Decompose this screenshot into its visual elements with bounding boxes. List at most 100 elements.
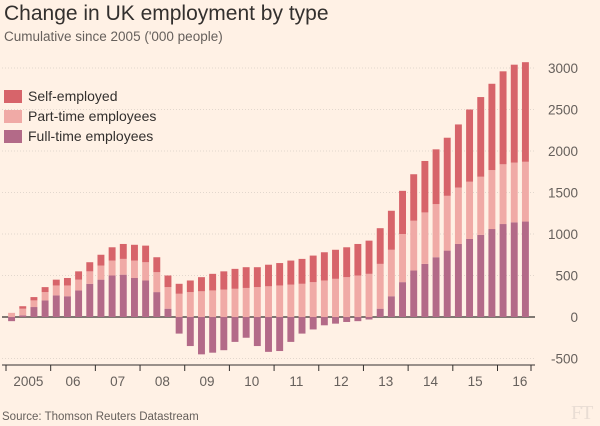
bar-part-time-employees-2006-q4 (86, 271, 94, 284)
bar-self-employed-2016-q2 (510, 64, 518, 163)
bar-full-time-employees-2006-q2 (63, 296, 71, 317)
bar-full-time-employees-2009-q2 (198, 317, 205, 355)
bar-full-time-employees-2008-q3 (164, 308, 172, 317)
bar-part-time-employees-2016-q2 (510, 162, 518, 223)
bar-part-time-employees-2015-q3 (477, 176, 485, 235)
bar-part-time-employees-2016-q1 (499, 164, 507, 225)
bar-part-time-employees-2006-q2 (63, 285, 71, 297)
bar-part-time-employees-2008-q4 (175, 293, 183, 317)
bar-full-time-employees-2009-q1 (186, 317, 194, 347)
bar-self-employed-2005-q4 (41, 287, 49, 293)
bar-part-time-employees-2010-q3 (253, 287, 261, 317)
bar-full-time-employees-2005-q2 (19, 315, 27, 317)
chart-title: Change in UK employment by type (4, 2, 329, 25)
y-tick-label: 2500 (548, 103, 578, 118)
bar-self-employed-2005-q3 (30, 297, 38, 301)
bar-part-time-employees-2009-q4 (220, 289, 228, 317)
bar-part-time-employees-2011-q4 (309, 282, 317, 317)
x-tick-label: 09 (200, 374, 215, 389)
bar-self-employed-2006-q3 (75, 271, 83, 280)
bar-part-time-employees-2010-q2 (242, 287, 250, 317)
bar-full-time-employees-2014-q1 (410, 270, 418, 317)
bar-part-time-employees-2013-q2 (376, 263, 384, 309)
bar-self-employed-2013-q4 (399, 190, 407, 234)
bar-self-employed-2008-q2 (153, 257, 161, 273)
y-tick-label: 500 (555, 269, 578, 284)
bar-part-time-employees-2016-q3 (521, 161, 529, 222)
bar-self-employed-2010-q1 (231, 268, 239, 289)
bar-part-time-employees-2015-q1 (454, 187, 462, 244)
bar-full-time-employees-2011-q1 (276, 317, 284, 352)
legend: Self-employed Part-time employees Full-tim… (4, 88, 156, 144)
bar-self-employed-2011-q2 (287, 260, 295, 285)
bar-self-employed-2008-q1 (142, 245, 150, 263)
bar-self-employed-2011-q3 (298, 258, 306, 284)
bar-self-employed-2006-q4 (86, 262, 94, 272)
chart-subtitle: Cumulative since 2005 ('000 people) (4, 29, 223, 44)
bar-self-employed-2015-q4 (488, 83, 496, 171)
bar-part-time-employees-2014-q3 (432, 204, 440, 258)
bar-self-employed-2007-q1 (97, 254, 105, 266)
bar-full-time-employees-2013-q3 (387, 296, 395, 317)
bar-full-time-employees-2013-q2 (376, 308, 384, 317)
bar-self-employed-2015-q1 (454, 124, 462, 188)
bar-full-time-employees-2007-q4 (130, 277, 138, 317)
bar-full-time-employees-2005-q1 (8, 317, 16, 322)
bar-part-time-employees-2010-q4 (265, 286, 272, 317)
bars-group (8, 62, 529, 355)
bar-part-time-employees-2008-q3 (164, 287, 172, 309)
bar-part-time-employees-2012-q2 (332, 278, 339, 317)
legend-swatch (4, 110, 22, 123)
bar-part-time-employees-2005-q1 (8, 312, 16, 317)
bar-self-employed-2015-q3 (477, 97, 485, 177)
bar-self-employed-2006-q1 (52, 279, 60, 286)
axes: -500 0 500 1000 1500 2000 2500 3000 2005 06 07 08 09… (2, 61, 578, 389)
bar-self-employed-2013-q2 (376, 228, 384, 264)
bar-part-time-employees-2005-q4 (41, 292, 49, 301)
y-tick-label: 1500 (548, 186, 578, 201)
bar-full-time-employees-2012-q2 (332, 317, 339, 324)
bar-part-time-employees-2014-q2 (421, 212, 429, 264)
bar-self-employed-2009-q4 (220, 271, 228, 290)
bar-full-time-employees-2010-q2 (242, 317, 250, 338)
bar-part-time-employees-2006-q3 (75, 279, 83, 291)
bar-full-time-employees-2015-q1 (454, 243, 462, 317)
bar-self-employed-2009-q3 (209, 273, 217, 291)
x-tick-label: 10 (244, 374, 259, 389)
legend-label: Part-time employees (28, 108, 156, 124)
bar-self-employed-2007-q4 (130, 244, 138, 261)
bar-self-employed-2009-q2 (198, 277, 205, 292)
bar-self-employed-2014-q1 (410, 174, 418, 221)
bar-full-time-employees-2016-q1 (499, 224, 507, 317)
bar-part-time-employees-2011-q2 (287, 284, 295, 317)
bar-part-time-employees-2006-q1 (52, 285, 60, 296)
bar-full-time-employees-2012-q4 (354, 317, 362, 322)
bar-part-time-employees-2008-q2 (153, 272, 161, 293)
bar-part-time-employees-2008-q1 (142, 262, 150, 281)
bar-self-employed-2011-q4 (309, 255, 317, 283)
bar-part-time-employees-2007-q1 (97, 265, 105, 280)
bar-part-time-employees-2005-q2 (19, 308, 27, 316)
x-tick-label: 16 (512, 374, 527, 389)
bar-part-time-employees-2011-q3 (298, 283, 306, 317)
bar-full-time-employees-2015-q4 (488, 229, 496, 317)
legend-swatch (4, 130, 22, 143)
bar-full-time-employees-2009-q3 (209, 317, 217, 353)
bar-self-employed-2011-q1 (276, 263, 284, 286)
bar-full-time-employees-2016-q3 (521, 221, 529, 317)
y-tick-label: 2000 (548, 144, 578, 159)
bar-part-time-employees-2014-q4 (443, 195, 451, 251)
bar-self-employed-2010-q3 (253, 267, 261, 288)
y-tick-label: 3000 (548, 61, 578, 76)
legend-label: Full-time employees (28, 128, 153, 144)
bar-part-time-employees-2011-q1 (276, 285, 284, 317)
y-tick-label: -500 (551, 352, 578, 367)
bar-self-employed-2016-q1 (499, 71, 507, 165)
bar-part-time-employees-2012-q3 (343, 277, 351, 317)
bar-full-time-employees-2006-q3 (75, 290, 83, 317)
bar-part-time-employees-2005-q3 (30, 300, 38, 308)
bar-self-employed-2010-q4 (265, 264, 272, 287)
bar-full-time-employees-2015-q3 (477, 234, 485, 317)
bar-full-time-employees-2005-q4 (41, 300, 49, 317)
bar-part-time-employees-2010-q1 (231, 288, 239, 317)
